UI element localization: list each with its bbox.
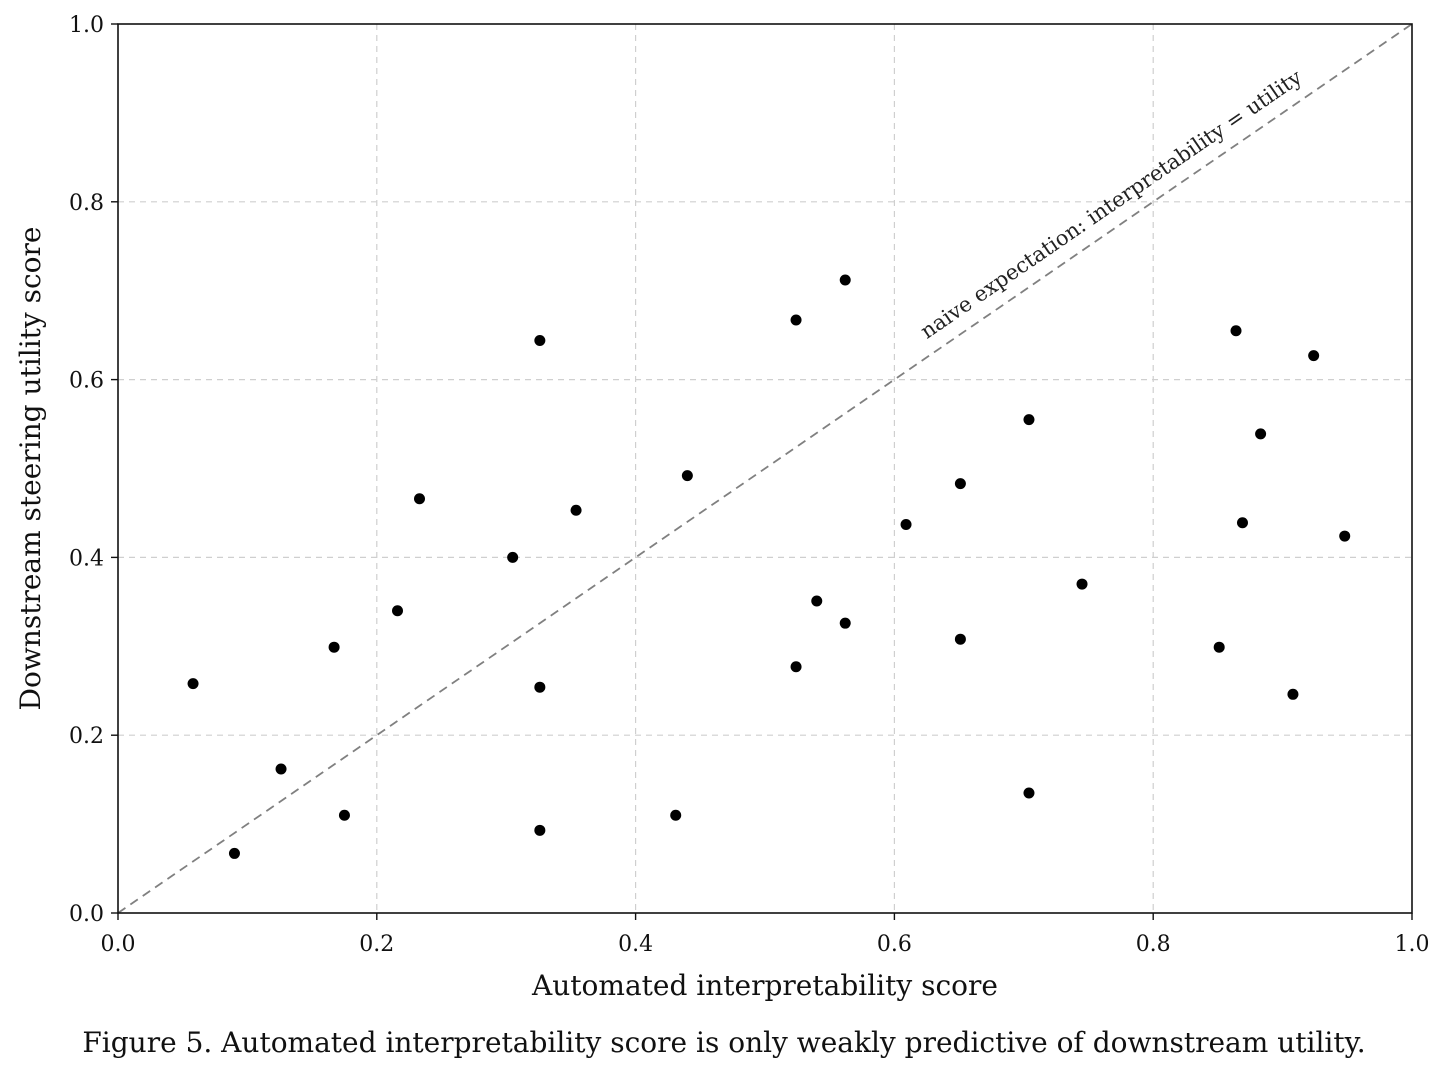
y-tick-label: 0.4 (69, 546, 104, 571)
x-tick-label: 0.8 (1136, 932, 1171, 957)
data-point-18 (839, 617, 851, 629)
reference-line (117, 23, 1413, 914)
data-point-5 (392, 605, 404, 617)
data-point-26 (1230, 325, 1242, 337)
data-point-1 (228, 847, 240, 859)
data-point-21 (954, 633, 966, 645)
data-point-13 (681, 470, 693, 482)
data-point-31 (1339, 530, 1351, 542)
x-tick-label: 1.0 (1395, 932, 1430, 957)
x-axis-label: Automated interpretability score (531, 969, 998, 1002)
data-point-16 (811, 595, 823, 607)
data-point-11 (570, 504, 582, 516)
x-tick-label: 0.6 (877, 932, 912, 957)
data-point-14 (790, 314, 802, 326)
y-tick-label: 1.0 (69, 13, 104, 38)
y-tick-label: 0.0 (69, 902, 104, 927)
data-point-3 (328, 641, 340, 653)
reference-line-label: naive expectation: interpretability = ut… (916, 65, 1306, 344)
y-tick-label: 0.2 (69, 724, 104, 749)
reference-line-group: naive expectation: interpretability = ut… (117, 23, 1413, 914)
grid (118, 24, 1412, 913)
y-tick-label: 0.6 (69, 369, 104, 394)
x-axis-ticks: 0.0 0.2 0.4 0.6 0.8 1.0 (101, 913, 1430, 957)
y-axis-label: Downstream steering utility score (14, 227, 47, 711)
x-tick-label: 0.2 (359, 932, 394, 957)
y-axis-ticks: 0.0 0.2 0.4 0.6 0.8 1.0 (69, 13, 118, 927)
data-point-25 (1213, 641, 1225, 653)
data-point-24 (1076, 578, 1088, 590)
data-points (187, 274, 1351, 859)
data-point-17 (839, 274, 851, 286)
data-point-29 (1287, 688, 1299, 700)
data-point-19 (900, 519, 912, 531)
data-point-28 (1255, 428, 1267, 440)
figure-caption: Figure 5. Automated interpretability sco… (82, 1026, 1366, 1059)
data-point-2 (275, 763, 287, 775)
data-point-9 (534, 681, 546, 693)
data-point-10 (534, 824, 546, 836)
data-point-27 (1236, 517, 1248, 529)
data-point-23 (1023, 787, 1035, 799)
y-tick-label: 0.8 (69, 191, 104, 216)
data-point-22 (1023, 414, 1035, 426)
x-tick-label: 0.0 (101, 932, 136, 957)
data-point-30 (1308, 350, 1320, 362)
data-point-15 (790, 661, 802, 673)
data-point-7 (507, 551, 519, 563)
data-point-0 (187, 678, 199, 690)
data-point-4 (338, 809, 350, 821)
data-point-6 (414, 493, 426, 505)
data-point-12 (670, 809, 682, 821)
x-tick-label: 0.4 (618, 932, 653, 957)
plot-frame (117, 23, 1413, 914)
data-point-20 (954, 478, 966, 490)
data-point-8 (534, 334, 546, 346)
